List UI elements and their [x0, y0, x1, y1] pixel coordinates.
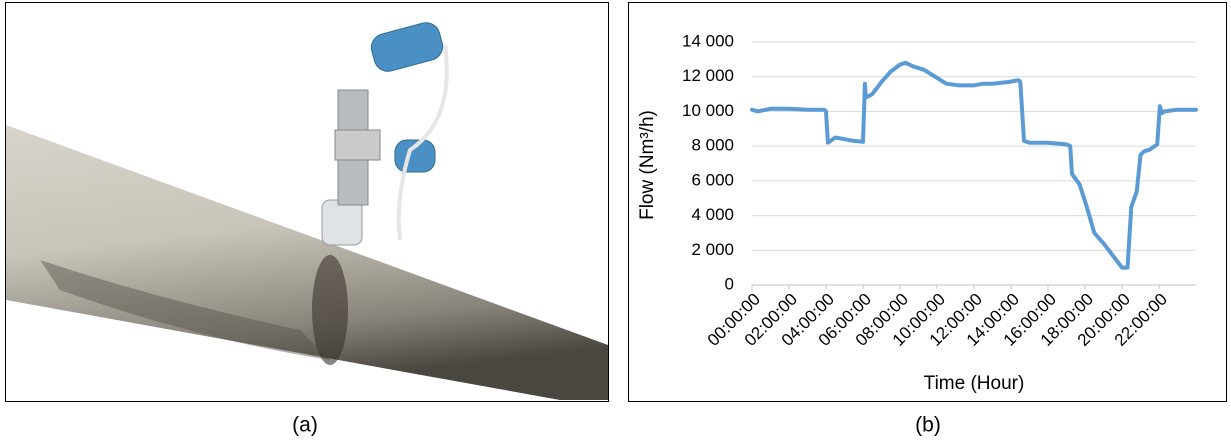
page: 02 0004 0006 0008 00010 00012 00014 0000… [0, 0, 1231, 441]
caption: (b) [915, 414, 941, 437]
y-tick-label: 4 000 [691, 205, 734, 224]
y-axis-title: Flow (Nm³/h) [637, 110, 658, 220]
weld [312, 255, 348, 365]
y-tick-label: 2 000 [691, 240, 734, 259]
y-tick-label: 0 [725, 274, 734, 293]
figure: 02 0004 0006 0008 00010 00012 00014 0000… [0, 0, 1231, 441]
y-tick-label: 8 000 [691, 136, 734, 155]
y-tick-label: 14 000 [682, 31, 734, 50]
y-tick-label: 10 000 [682, 101, 734, 120]
x-axis-title: Time (Hour) [924, 373, 1025, 394]
caption: (a) [292, 414, 318, 437]
y-tick-label: 12 000 [682, 66, 734, 85]
meter-body [335, 130, 380, 160]
meter-base [322, 200, 362, 245]
y-tick-label: 6 000 [691, 170, 734, 189]
